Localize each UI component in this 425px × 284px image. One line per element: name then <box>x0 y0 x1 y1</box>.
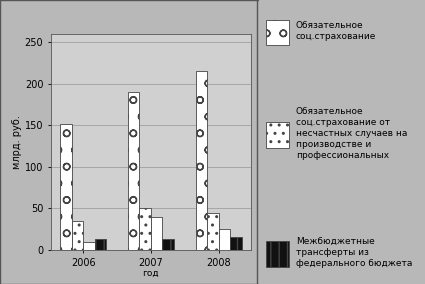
Bar <box>151 217 162 250</box>
Text: Обязательное
соц.страхование от
несчастных случаев на
производстве и
профессиона: Обязательное соц.страхование от несчастн… <box>296 107 407 160</box>
Bar <box>60 124 71 250</box>
Text: Обязательное
соц.страхование: Обязательное соц.страхование <box>296 21 376 41</box>
Bar <box>95 239 106 250</box>
X-axis label: год: год <box>142 269 159 278</box>
FancyBboxPatch shape <box>266 20 289 45</box>
Bar <box>196 72 207 250</box>
Bar <box>139 208 151 250</box>
FancyBboxPatch shape <box>266 122 289 148</box>
Bar <box>207 212 218 250</box>
Bar <box>71 221 83 250</box>
Y-axis label: млрд. руб.: млрд. руб. <box>12 115 22 169</box>
Text: Межбюджетные
трансферты из
федерального бюджета: Межбюджетные трансферты из федерального … <box>296 237 412 268</box>
FancyBboxPatch shape <box>266 241 289 267</box>
Bar <box>83 242 95 250</box>
Bar <box>128 92 139 250</box>
Bar <box>162 239 174 250</box>
Bar <box>230 237 242 250</box>
Bar <box>218 229 230 250</box>
